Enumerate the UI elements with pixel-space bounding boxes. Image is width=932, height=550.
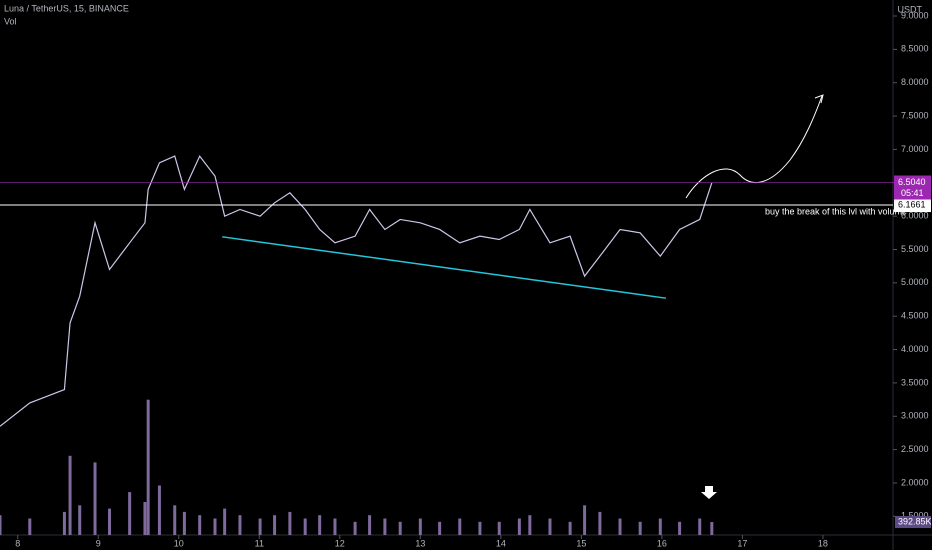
volume-bar xyxy=(28,518,32,535)
y-tick-label: 6.0000 xyxy=(901,211,929,221)
y-tick-label: 4.5000 xyxy=(901,311,929,321)
volume-bar xyxy=(458,518,462,535)
volume-bar xyxy=(548,518,552,535)
y-tick-label: 8.0000 xyxy=(901,77,929,87)
volume-bar xyxy=(658,518,662,535)
x-tick-label: 10 xyxy=(174,538,184,548)
volume-bar xyxy=(303,518,307,535)
x-tick-label: 8 xyxy=(15,538,20,548)
volume-bar xyxy=(568,521,572,535)
volume-bar xyxy=(418,518,422,535)
volume-bar xyxy=(478,521,482,535)
chart-title: Luna / TetherUS, 15, BINANCE xyxy=(4,3,129,13)
x-tick-label: 14 xyxy=(496,538,506,548)
volume-bar xyxy=(618,518,622,535)
currency-label: USDT xyxy=(898,4,923,14)
y-tick-label: 7.0000 xyxy=(901,144,929,154)
y-tick-label: 2.0000 xyxy=(901,477,929,487)
volume-bar xyxy=(273,515,277,535)
volume-bar xyxy=(333,518,337,535)
x-tick-label: 11 xyxy=(255,538,264,548)
countdown: 05:41 xyxy=(901,188,924,198)
volume-bar xyxy=(497,521,501,535)
volume-bar xyxy=(146,399,150,535)
projection-arrowhead xyxy=(814,94,824,104)
y-tick-label: 7.5000 xyxy=(901,110,929,120)
volume-bar xyxy=(157,485,161,535)
volume-bar xyxy=(108,508,112,535)
y-tick-label: 3.5000 xyxy=(901,377,929,387)
projection-curve xyxy=(685,95,823,199)
x-tick-label: 15 xyxy=(576,538,586,548)
volume-bar xyxy=(213,518,217,535)
price-tag xyxy=(894,175,931,200)
y-tick-label: 9.0000 xyxy=(901,10,929,20)
volume-bar xyxy=(517,518,521,535)
volume-bar xyxy=(353,521,357,535)
annotation: buy the break of this lvl with volume xyxy=(765,206,907,216)
volume-bar xyxy=(318,515,322,535)
y-tick-label: 5.5000 xyxy=(901,244,929,254)
volume-bar xyxy=(288,511,292,535)
volume-bar xyxy=(710,522,714,535)
volume-bar xyxy=(93,462,97,535)
price-tag-label: 6.5040 xyxy=(898,177,926,187)
y-tick-label: 3.0000 xyxy=(901,411,929,421)
volume-bar xyxy=(398,521,402,535)
arrow-icon xyxy=(701,486,717,499)
x-tick-label: 13 xyxy=(415,538,425,548)
volume-bar xyxy=(583,505,587,535)
volume-bar xyxy=(678,521,682,535)
volume-bar xyxy=(68,455,72,535)
volume-bar xyxy=(528,515,532,535)
y-tick-label: 1.5000 xyxy=(901,511,929,521)
trend-line xyxy=(222,236,667,299)
y-tick-label: 4.0000 xyxy=(901,344,929,354)
volume-bar xyxy=(438,521,442,535)
volume-bar xyxy=(238,515,242,535)
volume-title: Vol xyxy=(4,16,17,26)
x-tick-label: 16 xyxy=(657,538,667,548)
volume-bar xyxy=(0,515,2,535)
volume-bar xyxy=(182,511,186,535)
volume-tag xyxy=(895,516,931,529)
volume-bar xyxy=(598,511,602,535)
volume-bar xyxy=(223,508,227,535)
price-line xyxy=(0,154,713,427)
volume-tag-label: 392.85K xyxy=(898,516,932,526)
volume-bar xyxy=(128,492,132,535)
volume-bar xyxy=(368,515,372,535)
volume-bar xyxy=(258,518,262,535)
volume-bar xyxy=(62,511,66,535)
y-tick-label: 8.5000 xyxy=(901,44,929,54)
volume-bar xyxy=(638,521,642,535)
volume-bar xyxy=(383,518,387,535)
x-tick-label: 12 xyxy=(335,538,345,548)
level-tag-label: 6.1661 xyxy=(898,199,926,209)
x-tick-label: 9 xyxy=(96,538,101,548)
y-tick-label: 2.5000 xyxy=(901,444,929,454)
volume-bar xyxy=(78,505,82,535)
level-tag xyxy=(894,198,931,213)
volume-bar xyxy=(198,515,202,535)
x-tick-label: 18 xyxy=(818,538,828,548)
volume-bar xyxy=(173,505,177,535)
y-tick-label: 5.0000 xyxy=(901,277,929,287)
volume-bar xyxy=(143,502,147,535)
volume-bar xyxy=(698,518,702,535)
x-tick-label: 17 xyxy=(737,538,747,548)
